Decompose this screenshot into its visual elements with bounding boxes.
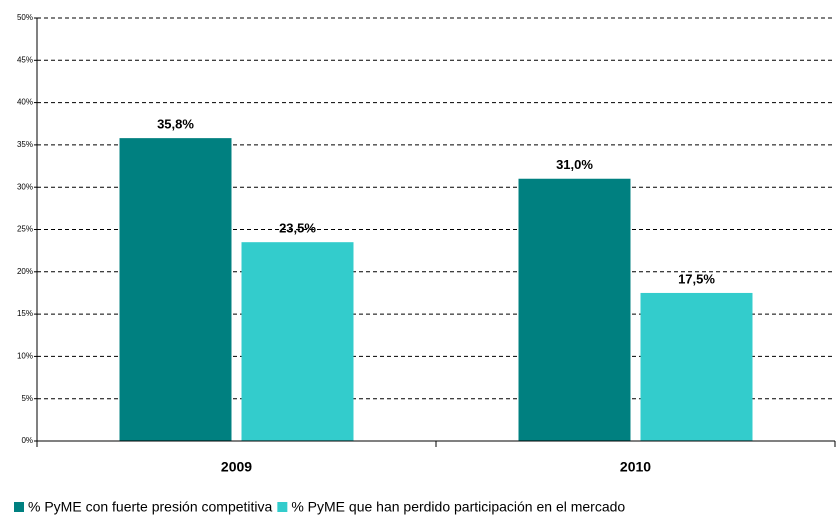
- y-tick-label: 45%: [17, 55, 33, 64]
- y-tick-label: 30%: [17, 182, 33, 191]
- value-label: 35,8%: [157, 117, 194, 132]
- y-tick-label: 20%: [17, 267, 33, 276]
- value-label: 31,0%: [556, 157, 593, 172]
- bar: [241, 242, 354, 441]
- y-tick-label: 15%: [17, 309, 33, 318]
- value-label: 17,5%: [678, 271, 715, 286]
- y-tick-label: 50%: [17, 13, 33, 22]
- legend-label: % PyME con fuerte presión competitiva: [28, 499, 273, 515]
- y-tick-label: 5%: [21, 394, 33, 403]
- y-tick-label: 25%: [17, 225, 33, 234]
- value-label: 23,5%: [279, 221, 316, 236]
- y-tick-label: 40%: [17, 98, 33, 107]
- y-tick-label: 10%: [17, 352, 33, 361]
- legend-swatch: [14, 502, 24, 512]
- bar: [119, 138, 232, 441]
- y-tick-label: 35%: [17, 140, 33, 149]
- legend-label: % PyME que han perdido participación en …: [291, 499, 625, 515]
- x-tick-label: 2010: [620, 459, 651, 475]
- legend-swatch: [277, 502, 288, 512]
- bar: [640, 292, 753, 441]
- y-tick-label: 0%: [21, 436, 33, 445]
- bar: [518, 178, 631, 442]
- x-tick-label: 2009: [221, 459, 252, 475]
